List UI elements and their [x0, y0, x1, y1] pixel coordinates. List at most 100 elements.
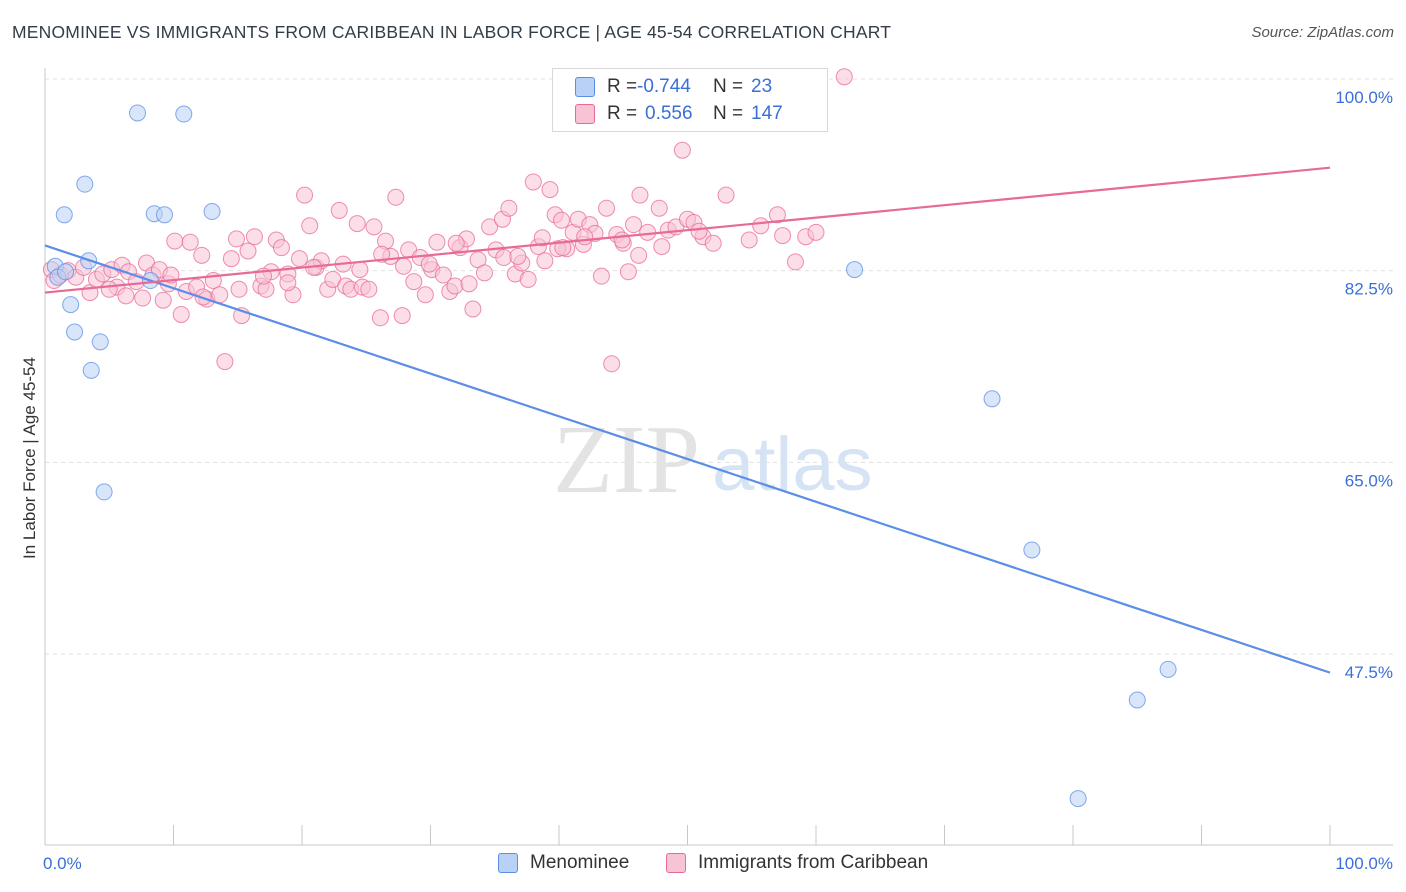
- caribbean-point: [519, 270, 537, 288]
- menominee-point: [156, 206, 174, 224]
- tick-labels: 47.5% 65.0% 82.5% 100.0% 0.0% 100.0%: [43, 88, 1393, 873]
- caribbean-point: [717, 186, 735, 204]
- menominee-point: [62, 296, 80, 314]
- caribbean-point: [211, 286, 229, 304]
- caribbean-point: [807, 223, 825, 241]
- menominee-point: [1069, 790, 1087, 808]
- caribbean-point: [227, 230, 245, 248]
- caribbean-point: [835, 68, 853, 86]
- caribbean-point: [774, 227, 792, 245]
- caribbean-point: [365, 218, 383, 236]
- watermark: ZIP atlas: [553, 406, 873, 514]
- caribbean-point: [447, 234, 465, 252]
- menominee-point: [983, 390, 1001, 408]
- correlation-legend: R = -0.744 N = 23 R = 0.556 N = 147: [552, 68, 828, 132]
- caribbean-point: [619, 263, 637, 281]
- caribbean-point: [166, 232, 184, 250]
- legend-r-value: 0.556: [645, 103, 693, 124]
- bottom-legend-menominee: Menominee: [498, 852, 629, 874]
- caribbean-point: [475, 264, 493, 282]
- menominee-point: [203, 203, 221, 221]
- y-tick-label: 100.0%: [1335, 88, 1393, 107]
- caribbean-point: [481, 218, 499, 236]
- caribbean-point: [673, 141, 691, 159]
- caribbean-point: [301, 217, 319, 235]
- caribbean-point: [134, 289, 152, 307]
- caribbean-point: [533, 229, 551, 247]
- caribbean-point: [216, 353, 234, 371]
- chart-title: MENOMINEE VS IMMIGRANTS FROM CARIBBEAN I…: [12, 22, 892, 42]
- legend-r-label: R =: [607, 76, 638, 97]
- caribbean-point: [740, 231, 758, 249]
- caribbean-point: [193, 246, 211, 264]
- caribbean-point: [428, 233, 446, 251]
- legend-swatch-blue: [575, 77, 595, 97]
- trend-lines: [44, 166, 1331, 674]
- caribbean-point: [768, 206, 786, 224]
- menominee-point: [1023, 541, 1041, 559]
- menominee-point: [91, 333, 109, 351]
- menominee-point: [66, 323, 84, 341]
- caribbean-point: [395, 257, 413, 275]
- source-label: Source: ZipAtlas.com: [1251, 24, 1394, 41]
- caribbean-point: [181, 233, 199, 251]
- caribbean-point: [434, 266, 452, 284]
- x-tick-label-max: 100.0%: [1335, 854, 1393, 873]
- legend-n-value: 23: [751, 76, 773, 97]
- caribbean-point: [405, 273, 423, 291]
- menominee-point: [95, 483, 113, 501]
- bottom-legend-label: Menominee: [530, 852, 630, 873]
- x-tick-label-min: 0.0%: [43, 854, 82, 873]
- caribbean-point: [172, 305, 190, 323]
- gridlines: [45, 78, 1393, 655]
- caribbean-point: [371, 309, 389, 327]
- caribbean-point: [446, 277, 464, 295]
- caribbean-point: [416, 286, 434, 304]
- menominee-point: [1159, 660, 1177, 678]
- legend-n-label: N =: [713, 76, 744, 97]
- caribbean-point: [650, 199, 668, 217]
- caribbean-point: [553, 211, 571, 229]
- legend-row-menominee: R = -0.744 N = 23: [575, 74, 772, 100]
- menominee-point: [1128, 691, 1146, 709]
- y-tick-label: 47.5%: [1345, 663, 1393, 682]
- caribbean-trend-line: [44, 166, 1331, 294]
- legend-n-label: N =: [713, 103, 744, 124]
- caribbean-point: [464, 300, 482, 318]
- caribbean-point: [704, 234, 722, 252]
- bottom-legend-swatch-blue: [498, 853, 518, 873]
- caribbean-point: [592, 267, 610, 285]
- menominee-point: [175, 105, 193, 123]
- caribbean-point: [360, 280, 378, 298]
- caribbean-point: [230, 280, 248, 298]
- menominee-point: [55, 206, 73, 224]
- caribbean-point: [495, 249, 513, 267]
- legend-n-value: 147: [751, 103, 783, 124]
- caribbean-point: [330, 201, 348, 219]
- watermark-zip: ZIP: [553, 406, 700, 514]
- legend-row-caribbean: R = 0.556 N = 147: [575, 101, 783, 127]
- menominee-point: [846, 261, 864, 279]
- menominee-point: [76, 175, 94, 193]
- caribbean-point: [100, 280, 118, 298]
- y-tick-label: 82.5%: [1345, 280, 1393, 299]
- caribbean-point: [631, 186, 649, 204]
- caribbean-point: [536, 252, 554, 270]
- menominee-point: [82, 361, 100, 379]
- caribbean-point: [639, 223, 657, 241]
- caribbean-point: [373, 245, 391, 263]
- axes: [44, 68, 1393, 846]
- caribbean-point: [603, 355, 621, 373]
- caribbean-point: [245, 228, 263, 246]
- bottom-legend-label: Immigrants from Caribbean: [698, 852, 929, 873]
- caribbean-point: [117, 287, 135, 305]
- caribbean-point: [625, 216, 643, 234]
- caribbean-point: [460, 275, 478, 293]
- legend-r-value: -0.744: [637, 76, 691, 97]
- caribbean-point: [351, 261, 369, 279]
- caribbean-point: [630, 246, 648, 264]
- caribbean-point: [500, 199, 518, 217]
- caribbean-point: [653, 238, 671, 256]
- caribbean-point: [690, 222, 708, 240]
